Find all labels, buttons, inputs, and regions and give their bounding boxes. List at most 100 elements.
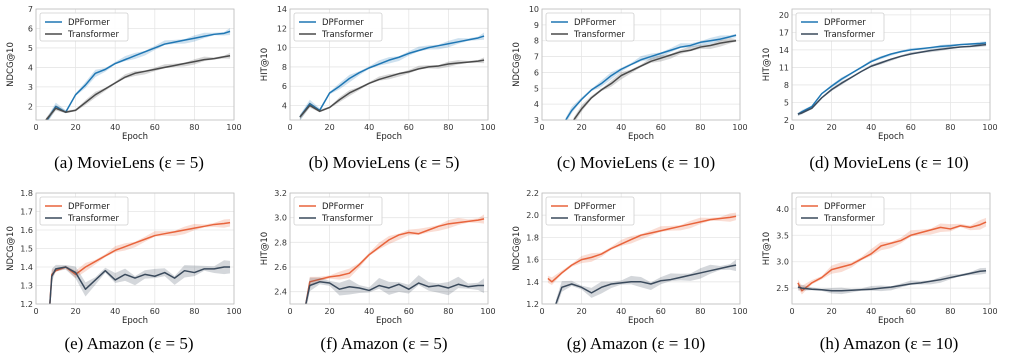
legend-label-0: DPFormer xyxy=(68,18,110,28)
series-line-1 xyxy=(555,264,737,304)
y-tick-label: 8 xyxy=(534,37,539,46)
y-tick-label: 1.4 xyxy=(20,263,33,272)
y-tick-label: 1.2 xyxy=(526,300,539,309)
x-tick-label: 100 xyxy=(226,307,241,316)
series-group xyxy=(305,214,485,304)
series-group xyxy=(547,212,737,304)
legend: DPFormer Transformer xyxy=(545,12,635,42)
y-tick-label: 1.5 xyxy=(20,245,33,254)
panel-caption: (g) Amazon (ε = 10) xyxy=(567,334,706,353)
x-tick-label: 60 xyxy=(404,307,414,316)
y-tick-label: 8 xyxy=(784,81,789,90)
x-tick-label: 0 xyxy=(33,123,38,132)
legend-label-1: Transformer xyxy=(321,214,374,224)
x-tick-label: 40 xyxy=(364,123,374,132)
x-tick-label: 60 xyxy=(150,123,160,132)
legend-label-1: Transformer xyxy=(573,30,626,40)
legend-label-0: DPFormer xyxy=(574,202,616,212)
x-axis-label: Epoch xyxy=(122,132,148,142)
y-tick-label: 1.7 xyxy=(20,208,33,217)
x-tick-label: 100 xyxy=(226,123,241,132)
chart-panel-6: 0 20 40 60 80 100 1.2 1.4 1.6 1.8 2.0 2.2 Epoch NDCG@… xyxy=(512,189,748,353)
x-tick-label: 100 xyxy=(982,307,997,316)
series-line-1 xyxy=(49,266,231,304)
x-tick-label: 80 xyxy=(945,123,955,132)
legend-label-0: DPFormer xyxy=(322,202,364,212)
x-tick-label: 80 xyxy=(189,307,199,316)
confidence-band-0 xyxy=(299,32,485,120)
x-tick-label: 40 xyxy=(110,123,120,132)
series-line-1 xyxy=(45,54,231,120)
y-tick-label: 2.0 xyxy=(526,211,539,220)
legend-label-1: Transformer xyxy=(321,30,374,40)
x-tick-label: 60 xyxy=(906,123,916,132)
y-tick-label: 7 xyxy=(534,53,539,62)
x-axis-label: Epoch xyxy=(376,132,402,142)
y-tick-label: 1.8 xyxy=(526,233,539,242)
x-tick-label: 100 xyxy=(732,123,747,132)
x-tick-label: 80 xyxy=(443,307,453,316)
panel-caption: (b) MovieLens (ε = 5) xyxy=(309,153,460,172)
series-group xyxy=(49,218,231,304)
y-tick-label: 2.5 xyxy=(776,284,789,293)
legend: DPFormer Transformer xyxy=(39,12,129,42)
series-line-0 xyxy=(46,30,231,120)
y-tick-label: 3 xyxy=(28,83,33,92)
confidence-band-1 xyxy=(573,37,737,120)
y-axis-label: NDCG@10 xyxy=(512,42,522,87)
series-line-1 xyxy=(299,59,485,118)
y-tick-label: 1.6 xyxy=(20,226,33,235)
confidence-band-1 xyxy=(555,259,737,304)
x-tick-label: 0 xyxy=(789,123,794,132)
y-tick-label: 9 xyxy=(534,21,539,30)
x-tick-label: 80 xyxy=(443,123,453,132)
plot-frame xyxy=(289,8,489,121)
y-tick-label: 1.3 xyxy=(20,282,33,291)
panel-caption: (a) MovieLens (ε = 5) xyxy=(54,153,204,172)
x-tick-label: 100 xyxy=(732,307,747,316)
x-axis-label: Epoch xyxy=(376,316,402,326)
x-tick-label: 80 xyxy=(695,123,705,132)
plot-frame xyxy=(541,8,741,121)
y-tick-label: 8 xyxy=(282,63,287,72)
y-tick-label: 5 xyxy=(534,84,539,93)
y-tick-label: 11 xyxy=(779,63,789,72)
y-tick-label: 2 xyxy=(28,102,33,111)
chart-panel-4: 0 20 40 60 80 100 1.2 1.3 1.4 1.5 1.6 1.7 1.8 Epoch ND… xyxy=(6,189,242,353)
series-line-0 xyxy=(797,42,987,115)
y-tick-label: 7 xyxy=(28,5,33,14)
x-tick-label: 100 xyxy=(480,307,495,316)
y-tick-label: 3.5 xyxy=(776,231,789,240)
y-tick-label: 3.2 xyxy=(274,189,287,198)
y-axis-label: HIT@10 xyxy=(260,48,270,81)
plot-frame xyxy=(289,192,489,305)
x-tick-label: 20 xyxy=(827,123,837,132)
series-line-0 xyxy=(547,215,737,283)
x-tick-label: 60 xyxy=(150,307,160,316)
series-line-0 xyxy=(299,35,485,118)
y-tick-label: 10 xyxy=(277,44,287,53)
series-group xyxy=(45,27,231,120)
y-axis-label: NDCG@10 xyxy=(512,226,522,271)
legend-label-0: DPFormer xyxy=(574,18,616,28)
series-group xyxy=(797,41,987,117)
x-tick-label: 20 xyxy=(71,307,81,316)
x-tick-label: 40 xyxy=(866,307,876,316)
legend-label-1: Transformer xyxy=(67,214,120,224)
chart-panel-5: 0 20 40 60 80 100 2.4 2.6 2.8 3.0 3.2 Epoch HIT@10 DP… xyxy=(260,189,496,353)
x-tick-label: 40 xyxy=(110,307,120,316)
x-tick-label: 20 xyxy=(71,123,81,132)
y-tick-label: 5 xyxy=(784,98,789,107)
series-line-1 xyxy=(573,39,737,120)
legend-label-0: DPFormer xyxy=(322,18,364,28)
x-tick-label: 60 xyxy=(906,307,916,316)
series-line-0 xyxy=(565,34,737,120)
chart-panel-3: 0 20 40 60 80 100 2 5 8 11 14 17 20 Epoch HIT@10 DPForm… xyxy=(762,8,998,172)
y-tick-label: 4 xyxy=(534,100,539,109)
series-line-1 xyxy=(305,281,485,304)
y-tick-label: 3.0 xyxy=(776,258,789,267)
x-axis-label: Epoch xyxy=(878,132,904,142)
plot-frame xyxy=(791,192,991,305)
y-tick-label: 14 xyxy=(277,5,287,14)
